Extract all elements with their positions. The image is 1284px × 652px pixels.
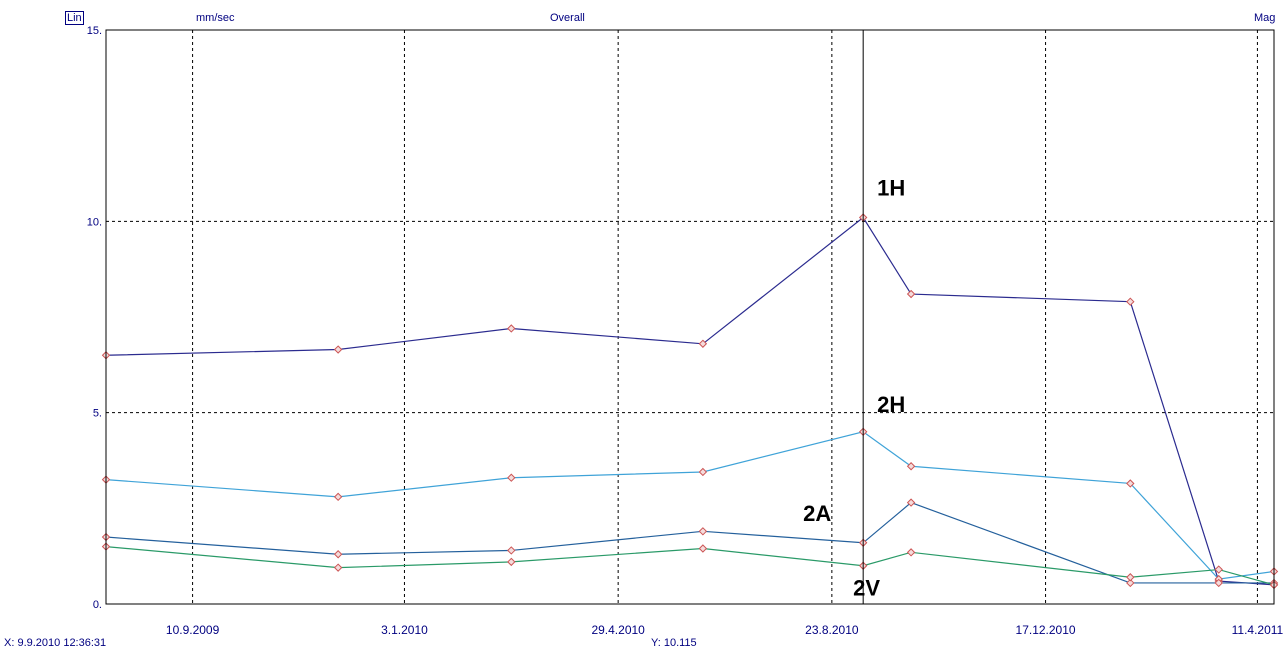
data-point[interactable] [906,548,916,557]
scale-mode-indicator[interactable]: Lin [65,11,84,25]
data-point[interactable] [333,492,343,502]
x-tick-label: 11.4.2011 [1232,623,1284,637]
series-label-2H: 2H [877,392,905,417]
x-tick-label: 23.8.2010 [805,623,859,637]
display-mode-label: Mag [1254,12,1276,24]
series-line-1H [105,216,1275,586]
data-point[interactable] [1126,578,1135,588]
series-line-2V [105,546,1275,586]
series-labels: 1H 2H 2A 2V [803,176,905,601]
grid [106,30,1274,604]
data-point[interactable] [1126,479,1135,488]
series-layer [101,213,1279,590]
data-point[interactable] [906,289,916,299]
x-readout: X: 9.9.2010 12:36:31 [4,637,107,649]
data-point[interactable] [906,498,916,507]
tick-labels: 0. 5. 10. 15. 10.9.2009 3.1.2010 29.4.2010 23.8… [87,25,1284,637]
data-point[interactable] [507,324,516,333]
data-point[interactable] [1126,297,1135,306]
data-point[interactable] [507,546,516,555]
series-label-2V: 2V [853,576,880,601]
y-tick-label: 5. [93,408,102,420]
units-label: mm/sec [196,12,235,24]
y-readout: Y: 10.115 [651,637,697,649]
y-tick-label: 15. [87,25,102,37]
data-point[interactable] [333,563,343,572]
data-point[interactable] [698,527,708,536]
data-point[interactable] [333,345,343,354]
data-point[interactable] [1126,573,1135,582]
data-point[interactable] [698,467,708,477]
data-point[interactable] [1214,565,1223,574]
data-point[interactable] [698,339,708,348]
series-label-1H: 1H [877,176,905,201]
x-tick-label: 3.1.2010 [381,623,428,637]
y-tick-label: 0. [93,599,102,611]
data-point[interactable] [698,544,708,553]
x-tick-label: 29.4.2010 [591,623,645,637]
series-label-2A: 2A [803,501,831,526]
x-tick-label: 17.12.2010 [1016,623,1076,637]
data-point[interactable] [906,462,916,471]
data-point[interactable] [507,557,516,567]
data-point[interactable] [507,473,516,482]
series-line-2H [105,431,1275,580]
x-tick-label: 10.9.2009 [166,623,220,637]
series-line-2A [105,501,1274,584]
y-tick-label: 10. [87,216,102,228]
data-point[interactable] [333,550,343,559]
plot-frame[interactable] [105,29,1275,605]
data-point[interactable] [1214,578,1223,588]
chart-title: Overall [550,12,585,24]
